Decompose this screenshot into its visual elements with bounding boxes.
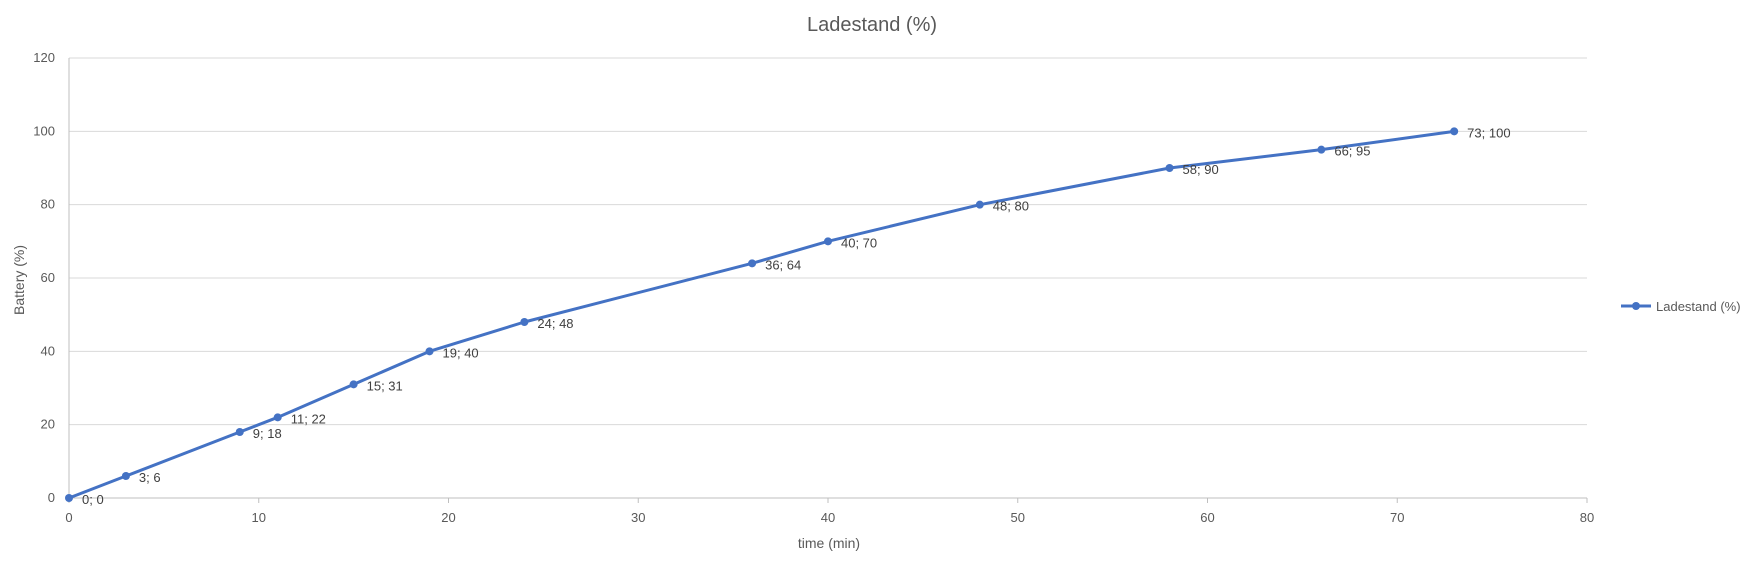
x-tick-label: 20	[441, 510, 455, 525]
data-point	[520, 318, 529, 326]
x-tick-label: 80	[1580, 510, 1594, 525]
axes: 0 20 40 60 80 100 120 0 10 20 30 40 50 60 70 80	[33, 50, 1594, 525]
data-point	[1450, 127, 1459, 136]
data-point	[349, 380, 358, 389]
chart-title: Ladestand (%)	[807, 14, 937, 36]
data-point	[748, 259, 757, 268]
legend: Ladestand (%)	[1621, 299, 1741, 314]
data-point-label: 3; 6	[139, 470, 161, 485]
gridlines	[69, 57, 1587, 426]
x-tick-label: 60	[1200, 510, 1214, 525]
y-tick-label: 40	[41, 343, 55, 358]
data-point	[824, 237, 832, 246]
data-point-label: 0; 0	[82, 492, 104, 507]
y-tick-label: 80	[41, 197, 55, 212]
y-tick-label: 0	[48, 490, 55, 505]
x-tick-label: 70	[1390, 510, 1404, 525]
data-point-label: 58; 90	[1183, 162, 1219, 177]
data-point-label: 36; 64	[765, 257, 801, 272]
x-tick-label: 40	[821, 510, 835, 525]
legend-label: Ladestand (%)	[1656, 299, 1741, 314]
data-labels: 0; 0 3; 6 9; 18 11; 22 15; 31 19; 40 24; 48 36;…	[82, 125, 1511, 507]
y-tick-label: 20	[41, 417, 55, 432]
data-point	[65, 494, 73, 502]
data-point-label: 24; 48	[537, 316, 573, 331]
data-point-label: 73; 100	[1467, 125, 1510, 140]
data-point	[235, 428, 244, 436]
legend-marker	[1632, 302, 1640, 310]
data-point-label: 48; 80	[993, 199, 1029, 214]
data-point	[273, 413, 282, 422]
data-point-label: 66; 95	[1334, 144, 1370, 159]
x-tick-label: 50	[1011, 510, 1025, 525]
data-point	[121, 472, 130, 480]
y-tick-label: 100	[33, 123, 55, 138]
series-line	[67, 129, 1456, 500]
series-layer	[65, 127, 1459, 502]
data-point-label: 19; 40	[443, 345, 479, 360]
x-tick-label: 10	[252, 510, 266, 525]
y-tick-label: 120	[33, 50, 55, 65]
data-point-label: 9; 18	[253, 426, 282, 441]
data-point-label: 11; 22	[291, 411, 326, 426]
data-point	[1317, 145, 1326, 154]
data-point	[1165, 164, 1174, 172]
data-point-label: 40; 70	[841, 235, 877, 250]
x-tick-label: 30	[631, 510, 645, 525]
y-tick-label: 60	[41, 270, 55, 285]
data-point	[975, 200, 984, 209]
y-axis-title: Battery (%)	[11, 245, 27, 315]
x-tick-label: 0	[65, 510, 72, 525]
data-point	[425, 347, 434, 356]
data-point-label: 15; 31	[367, 378, 403, 393]
x-axis-title: time (min)	[798, 535, 860, 551]
